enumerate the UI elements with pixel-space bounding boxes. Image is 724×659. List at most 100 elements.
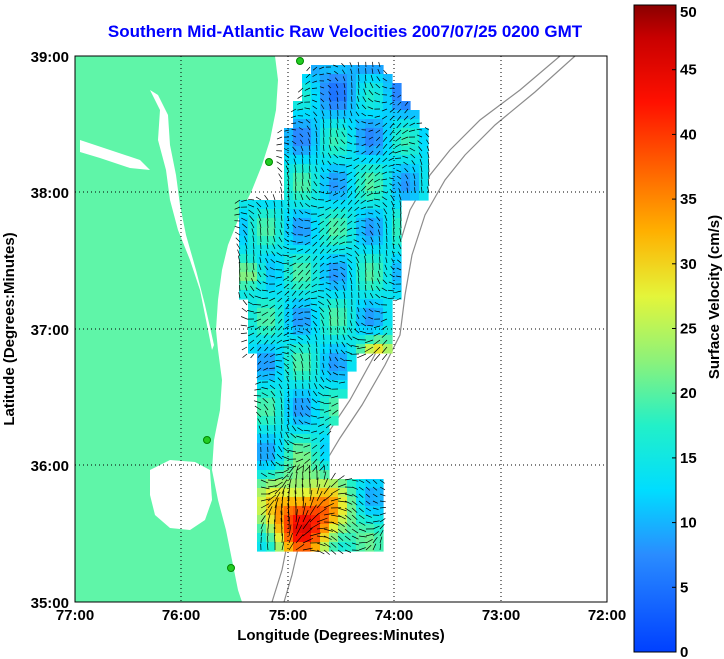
- velocity-cell: [419, 146, 429, 156]
- velocity-vector: [311, 99, 318, 103]
- velocity-vector: [365, 486, 371, 491]
- velocity-cell: [365, 497, 375, 507]
- velocity-vector: [280, 222, 283, 229]
- velocity-vector: [351, 486, 359, 490]
- velocity-cell: [329, 371, 339, 381]
- velocity-cell: [257, 434, 267, 444]
- velocity-cell: [248, 326, 258, 336]
- velocity-vector: [337, 116, 339, 124]
- velocity-vector: [351, 535, 359, 540]
- velocity-vector: [348, 264, 353, 271]
- x-tick-label: 76:00: [162, 607, 200, 624]
- velocity-vector: [302, 496, 305, 509]
- velocity-cell: [365, 290, 375, 300]
- velocity-vector: [291, 134, 297, 138]
- velocity-vector: [282, 447, 290, 453]
- velocity-vector: [298, 127, 304, 131]
- velocity-vector: [283, 332, 290, 336]
- velocity-cell: [239, 236, 249, 246]
- velocity-vector: [274, 207, 276, 215]
- velocity-cell: [275, 407, 285, 417]
- velocity-vector: [381, 171, 388, 175]
- velocity-vector: [248, 332, 255, 337]
- velocity-vector: [357, 353, 367, 359]
- velocity-vector: [290, 115, 297, 119]
- velocity-vector: [395, 129, 402, 136]
- velocity-cell: [329, 227, 339, 237]
- velocity-vector: [287, 509, 290, 523]
- velocity-cell: [365, 146, 375, 156]
- velocity-vector: [250, 353, 255, 359]
- velocity-vector: [273, 439, 276, 446]
- velocity-vector: [292, 146, 297, 152]
- velocity-vector: [259, 257, 262, 264]
- velocity-vector: [344, 528, 351, 534]
- velocity-cell: [266, 218, 276, 228]
- velocity-vector: [345, 359, 353, 362]
- velocity-vector: [333, 213, 339, 220]
- velocity-vector: [270, 346, 276, 351]
- velocity-vector: [358, 507, 364, 513]
- velocity-vector: [290, 108, 297, 113]
- velocity-cell: [248, 236, 258, 246]
- velocity-vector: [330, 480, 338, 488]
- velocity-vector: [316, 542, 326, 547]
- velocity-vector: [287, 208, 290, 215]
- velocity-cell: [257, 218, 267, 228]
- velocity-cell: [383, 236, 393, 246]
- velocity-cell: [320, 335, 330, 345]
- velocity-cell: [257, 542, 267, 552]
- velocity-vector: [353, 227, 360, 229]
- velocity-vector: [405, 181, 409, 187]
- velocity-cell: [365, 218, 375, 228]
- velocity-vector: [285, 304, 290, 310]
- velocity-vector: [319, 458, 325, 464]
- velocity-vector: [245, 277, 248, 285]
- velocity-vector: [310, 309, 318, 313]
- velocity-vector: [333, 64, 339, 68]
- velocity-cell: [338, 272, 348, 282]
- velocity-vector: [328, 91, 332, 96]
- velocity-vector: [304, 421, 311, 425]
- velocity-vector: [368, 308, 374, 313]
- velocity-vector: [389, 122, 395, 129]
- velocity-vector: [242, 299, 248, 306]
- velocity-vector: [388, 281, 395, 285]
- velocity-vector: [316, 483, 321, 495]
- velocity-cell: [320, 317, 330, 327]
- velocity-vector: [361, 157, 367, 163]
- velocity-vector: [294, 201, 297, 208]
- velocity-vector: [270, 460, 276, 467]
- velocity-cell: [275, 209, 285, 219]
- velocity-cell: [275, 434, 285, 444]
- velocity-cell: [293, 155, 303, 165]
- velocity-cell: [320, 110, 330, 120]
- velocity-vector: [294, 193, 297, 201]
- velocity-vector: [350, 68, 353, 75]
- velocity-vector: [281, 533, 284, 544]
- velocity-cell: [338, 146, 348, 156]
- velocity-vector: [351, 514, 358, 520]
- velocity-vector: [311, 93, 318, 96]
- velocity-vector: [339, 365, 346, 369]
- velocity-cell: [275, 506, 285, 516]
- velocity-vector: [421, 186, 423, 194]
- velocity-vector: [260, 503, 270, 509]
- velocity-vector: [344, 500, 353, 505]
- velocity-cell: [257, 407, 267, 417]
- velocity-vector: [238, 284, 241, 292]
- velocity-vector: [379, 500, 386, 503]
- velocity-cell: [302, 164, 312, 174]
- velocity-cell: [329, 92, 339, 102]
- velocity-vector: [361, 143, 367, 147]
- velocity-vector: [291, 283, 297, 290]
- velocity-cell: [356, 254, 366, 264]
- velocity-vector: [303, 451, 311, 456]
- velocity-vector: [379, 493, 386, 497]
- velocity-vector: [247, 204, 255, 208]
- velocity-cell: [338, 191, 348, 201]
- velocity-vector: [266, 543, 269, 551]
- velocity-cell: [266, 380, 276, 390]
- velocity-cell: [284, 344, 294, 354]
